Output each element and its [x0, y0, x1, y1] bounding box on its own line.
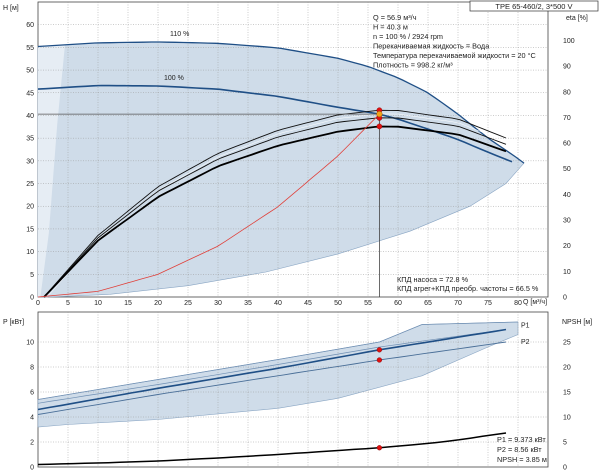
low-flow-zone [38, 44, 65, 298]
upper-x-tick: 10 [94, 300, 102, 307]
upper-x-tick: 40 [274, 300, 282, 307]
upper-x-tick: 60 [394, 300, 402, 307]
lower-y-right-tick: 20 [563, 365, 571, 372]
info-density: Плотность = 998.2 кг/м³ [373, 61, 453, 70]
upper-y-left-tick: 45 [26, 90, 34, 97]
upper-y-right-tick: 20 [563, 243, 571, 250]
upper-y-left-tick: 30 [26, 158, 34, 165]
lower-y-right-tick: 25 [563, 340, 571, 347]
label-100: 100 % [164, 75, 184, 82]
npsh-curve [37, 432, 507, 466]
power-mid-edge [37, 329, 507, 404]
upper-y-right-tick: 50 [563, 166, 571, 173]
info-flow: Q = 56.9 м³/ч [373, 13, 417, 22]
upper-y-right-tick: 10 [563, 269, 571, 276]
upper-x-tick: 0 [36, 300, 40, 307]
upper-y-right-tick: 70 [563, 115, 571, 122]
upper-x-tick: 50 [334, 300, 342, 307]
upper-y-right-label: eta [%] [566, 15, 588, 22]
p2-curve [37, 341, 507, 415]
eta-duty-marker [376, 123, 383, 130]
upper-y-right-tick: 0 [563, 295, 567, 302]
upper-y-left-tick: 60 [26, 22, 34, 29]
upper-chart: 110 %100 %0 5 10 15 20 25 30 35 40 45 50 55 60 65 70 75… [26, 1, 575, 307]
system-curve [37, 113, 380, 298]
duty-info-bottom: P1 = 9.373 кВт P2 = 8.56 кВт NPSH = 3.85… [497, 435, 547, 464]
upper-x-tick: 15 [124, 300, 132, 307]
upper-x-tick: 55 [364, 300, 372, 307]
info-head: H = 40.3 м [373, 23, 408, 32]
upper-x-tick: 70 [454, 300, 462, 307]
upper-x-label: Q [м³/ч] [523, 299, 547, 306]
upper-y-right-tick: 60 [563, 141, 571, 148]
upper-y-left-tick: 50 [26, 68, 34, 75]
upper-y-left-tick: 25 [26, 181, 34, 188]
upper-x-tick: 30 [214, 300, 222, 307]
lower-y-left-tick: 6 [30, 390, 34, 397]
npsh-duty-marker [376, 445, 383, 451]
upper-y-left-label: H [м] [3, 5, 19, 12]
lower-y-left-tick: 4 [30, 415, 34, 422]
eta-total-curve [43, 125, 507, 298]
chart-title: TPE 65-460/2, 3*500 V [495, 2, 572, 11]
label-110: 110 % [170, 31, 189, 38]
upper-x-tick: 75 [484, 300, 492, 307]
upper-x-tick: 65 [424, 300, 432, 307]
upper-y-right-tick: 100 [563, 38, 575, 45]
p1-duty-marker [376, 347, 383, 353]
upper-y-left-tick: 40 [26, 113, 34, 120]
info-npsh: NPSH = 3.85 м [497, 455, 547, 464]
duty-info-top: Q = 56.9 м³/ч H = 40.3 м n = 100 % / 292… [373, 13, 536, 70]
lower-y-left-tick: 10 [26, 340, 34, 347]
eta-mid-curve [43, 117, 507, 298]
upper-x-tick: 45 [304, 300, 312, 307]
upper-y-left-tick: 10 [26, 249, 34, 256]
upper-y-left-tick: 0 [30, 295, 34, 302]
info-liquid: Перекачиваемая жидкость = Вода [373, 42, 490, 51]
upper-x-tick: 35 [244, 300, 252, 307]
lower-y-left-tick: 2 [30, 440, 34, 447]
upper-x-tick: 20 [154, 300, 162, 307]
upper-y-right-tick: 30 [563, 218, 571, 225]
lower-y-right-tick: 0 [563, 465, 567, 472]
duty-info-efficiency: КПД насоса = 72.8 % КПД агрег+КПД преобр… [397, 275, 539, 293]
title-box [469, 0, 599, 12]
lower-chart: P1 P2 0 2 4 6 8 10 0 5 10 15 20 25 [26, 311, 571, 472]
upper-y-right-tick: 40 [563, 192, 571, 199]
upper-y-left-tick: 20 [26, 204, 34, 211]
upper-y-right-tick: 90 [563, 64, 571, 71]
lower-y-left-tick: 0 [30, 465, 34, 472]
info-total-efficiency: КПД агрег+КПД преобр. частоты = 66.5 % [397, 284, 539, 293]
lower-y-left-label: P [кВт] [3, 319, 24, 326]
lower-y-right-tick: 5 [563, 440, 567, 447]
upper-y-left-tick: 5 [30, 272, 34, 279]
lower-y-right-tick: 15 [563, 390, 571, 397]
upper-y-left-tick: 55 [26, 45, 34, 52]
p2-duty-marker [376, 357, 383, 363]
lower-y-right-tick: 10 [563, 415, 571, 422]
power-upper-edge [37, 321, 519, 400]
label-p2: P2 [521, 339, 530, 346]
upper-x-tick: 5 [66, 300, 70, 307]
info-speed: n = 100 % / 2924 rpm [373, 32, 443, 41]
duty-point [376, 111, 383, 118]
upper-x-tick: 80 [514, 300, 522, 307]
upper-x-tick: 25 [184, 300, 192, 307]
upper-y-right-tick: 80 [563, 89, 571, 96]
upper-y-left-tick: 35 [26, 136, 34, 143]
info-p2: P2 = 8.56 кВт [497, 445, 542, 454]
info-pump-efficiency: КПД насоса = 72.8 % [397, 275, 469, 284]
lower-y-left-tick: 8 [30, 365, 34, 372]
upper-y-left-tick: 15 [26, 226, 34, 233]
lower-y-right-label: NPSH [м] [562, 319, 592, 326]
label-p1: P1 [521, 323, 530, 330]
info-p1: P1 = 9.373 кВт [497, 435, 546, 444]
p1-curve [37, 328, 507, 411]
head-curve-110 [37, 41, 525, 164]
eta-pump-curve [43, 109, 507, 298]
info-temperature: Температура перекачиваемой жидкости = 20… [373, 51, 536, 60]
